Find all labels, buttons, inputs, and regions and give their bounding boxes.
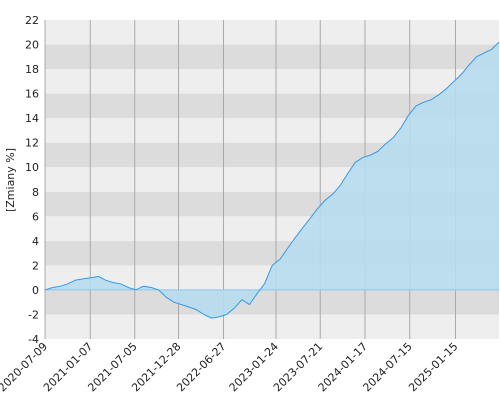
y-tick-label: 4 (32, 235, 39, 248)
y-axis-label: [Zmiany %] (4, 148, 17, 212)
y-tick-label: 2 (32, 259, 39, 272)
grid-band (45, 69, 499, 94)
y-tick-label: 8 (32, 186, 39, 199)
grid-band (45, 20, 499, 45)
y-tick-label: 16 (25, 88, 39, 101)
y-tick-label: 18 (25, 63, 39, 76)
y-tick-label: 10 (25, 161, 39, 174)
y-tick-label: -2 (28, 308, 39, 321)
y-tick-label: 12 (25, 137, 39, 150)
y-tick-label: 22 (25, 14, 39, 27)
y-tick-label: 14 (25, 112, 39, 125)
line (44, 41, 500, 319)
y-tick-label: 6 (32, 210, 39, 223)
grid-band (45, 289, 499, 315)
y-tick-label: -4 (28, 333, 39, 346)
x-tick-label: 2025-01-15 (406, 340, 460, 394)
y-tick-label: 20 (25, 39, 39, 52)
grid-band (45, 314, 499, 339)
area (45, 42, 499, 319)
grid-band (45, 44, 499, 70)
y-tick-label: 0 (32, 284, 39, 297)
